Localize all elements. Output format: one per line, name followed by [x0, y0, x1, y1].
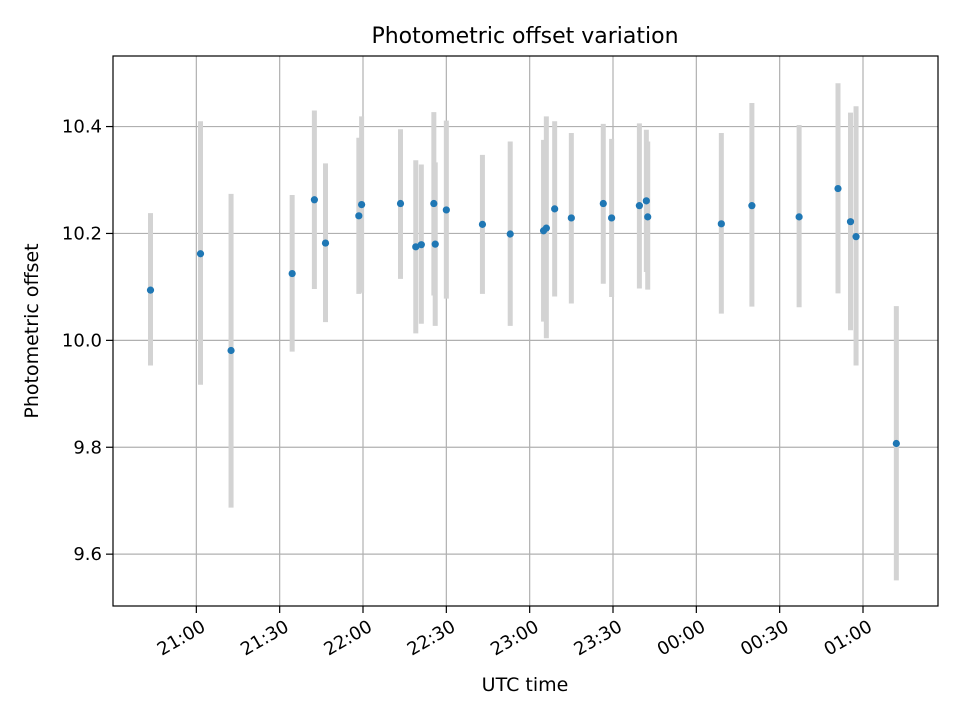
data-point — [846, 218, 855, 226]
data-point — [417, 241, 425, 249]
plot-area — [112, 55, 939, 607]
data-point — [227, 346, 235, 355]
data-point — [358, 200, 366, 209]
axes-frame — [112, 55, 939, 607]
data-point — [834, 184, 842, 193]
data-point — [431, 240, 439, 248]
data-point — [599, 199, 607, 208]
y-tick-label: 9.6 — [73, 544, 102, 565]
data-point — [567, 214, 575, 222]
y-tick-label: 10.2 — [62, 223, 102, 244]
data-points — [146, 184, 900, 448]
data-point — [542, 224, 550, 232]
axes-background — [113, 56, 938, 606]
y-axis-ticks: 9.6 9.8 10.0 10.2 10.4 — [62, 117, 113, 565]
y-tick-label: 10.0 — [62, 330, 102, 351]
data-point — [551, 205, 559, 213]
data-point — [412, 243, 420, 251]
data-point — [430, 199, 438, 208]
data-point — [635, 202, 643, 210]
data-point — [892, 439, 900, 448]
y-axis-label: Photometric offset — [21, 243, 43, 418]
data-point — [288, 269, 296, 278]
y-tick-label: 10.4 — [62, 117, 102, 138]
data-point — [442, 206, 450, 214]
chart-title: Photometric offset variation — [371, 24, 678, 49]
data-point — [396, 199, 405, 208]
data-point — [852, 233, 860, 241]
data-point — [196, 250, 205, 258]
data-point — [717, 220, 725, 228]
data-point — [146, 286, 155, 294]
data-point — [608, 214, 616, 222]
data-point — [478, 220, 487, 228]
x-axis-label: UTC time — [482, 674, 569, 696]
y-tick-label: 9.8 — [73, 437, 102, 458]
data-point — [321, 239, 330, 247]
data-point — [310, 196, 318, 204]
data-point — [506, 230, 514, 238]
data-point — [748, 202, 756, 210]
data-point — [644, 213, 652, 221]
data-point — [795, 213, 803, 221]
data-point — [355, 212, 363, 220]
data-point — [642, 197, 650, 205]
